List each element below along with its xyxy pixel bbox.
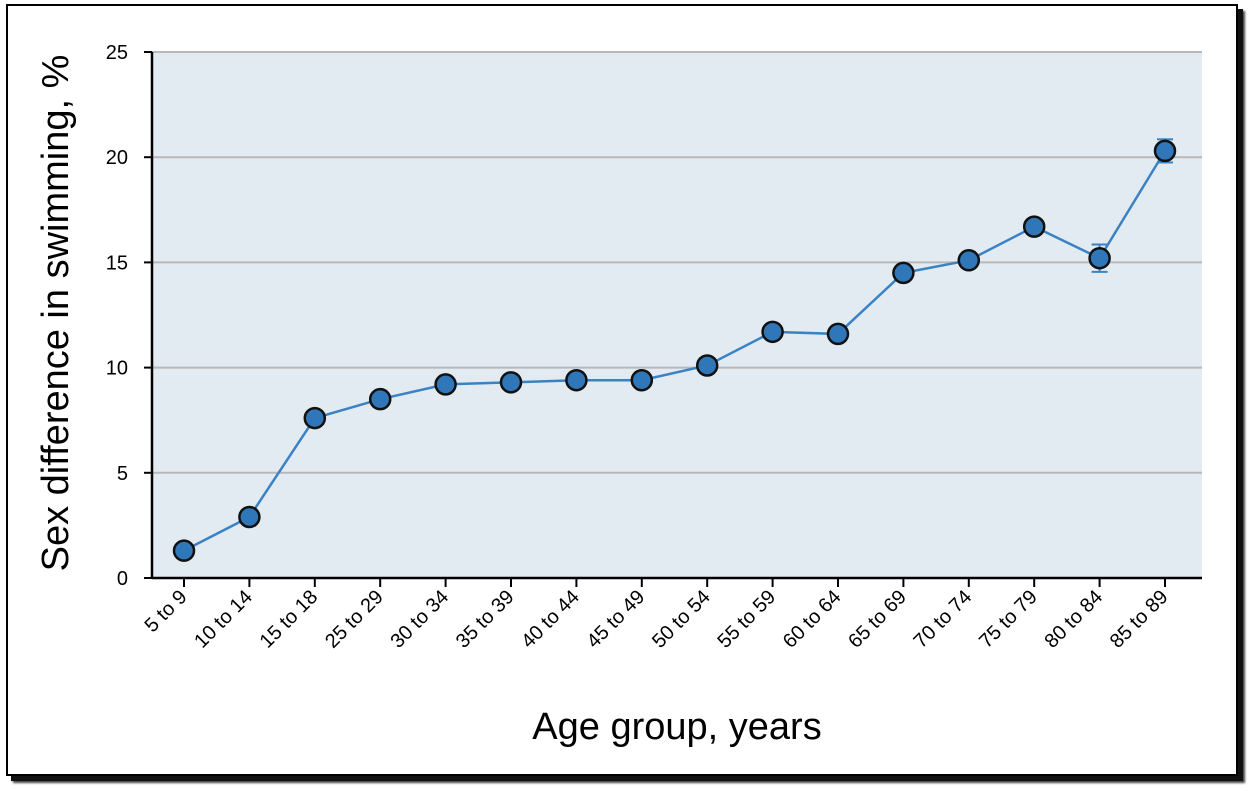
x-tick-label: 35 to 39 [452,586,519,653]
data-point [565,368,588,392]
x-tick-label: 85 to 89 [1106,586,1173,653]
data-point [1022,215,1046,238]
axes [150,52,1202,580]
x-tick-label: 55 to 59 [713,586,780,653]
y-tick-label: 25 [106,42,128,64]
x-axis-title: Age group, years [532,706,821,748]
y-axis-title: Sex difference in swimming, % [35,55,77,572]
x-tick-label: 10 to 14 [190,586,257,653]
data-point [499,371,523,394]
x-tick-label: 30 to 34 [386,586,453,653]
data-point [695,354,719,377]
y-ticks: 0 5 10 15 20 25 [106,42,152,590]
y-tick-label: 10 [106,358,128,380]
data-point [1153,139,1177,163]
data-point [1088,246,1111,270]
y-tick-label: 20 [106,147,128,169]
data-point [434,373,457,396]
series [172,138,1177,562]
x-tick-label: 65 to 69 [844,586,911,653]
data-point [630,368,654,392]
data-point [826,322,850,346]
data-point [303,406,327,430]
series-line [183,150,1167,552]
data-point [761,320,784,344]
y-tick-label: 15 [106,252,128,274]
x-tick-label: 70 to 74 [910,586,977,653]
x-tick-label: 15 to 18 [256,586,323,653]
data-point [368,387,392,411]
x-tick-label: 40 to 44 [517,586,584,653]
data-point [238,505,261,529]
data-point [892,261,915,285]
data-point [957,249,981,272]
x-tick-label: 45 to 49 [583,586,650,653]
y-tick-label: 5 [117,463,128,485]
x-tick-label: 80 to 84 [1040,586,1107,653]
x-tick-label: 60 to 64 [779,586,846,653]
gridlines [152,51,1202,474]
x-tick-label: 50 to 54 [648,586,715,653]
y-tick-label: 0 [117,568,128,590]
plot-area [152,52,1202,578]
x-tick-label: 25 to 29 [321,586,388,653]
x-tick-label: 75 to 79 [975,586,1042,653]
x-tick-label: 5 to 9 [141,586,192,637]
data-point [172,539,196,562]
